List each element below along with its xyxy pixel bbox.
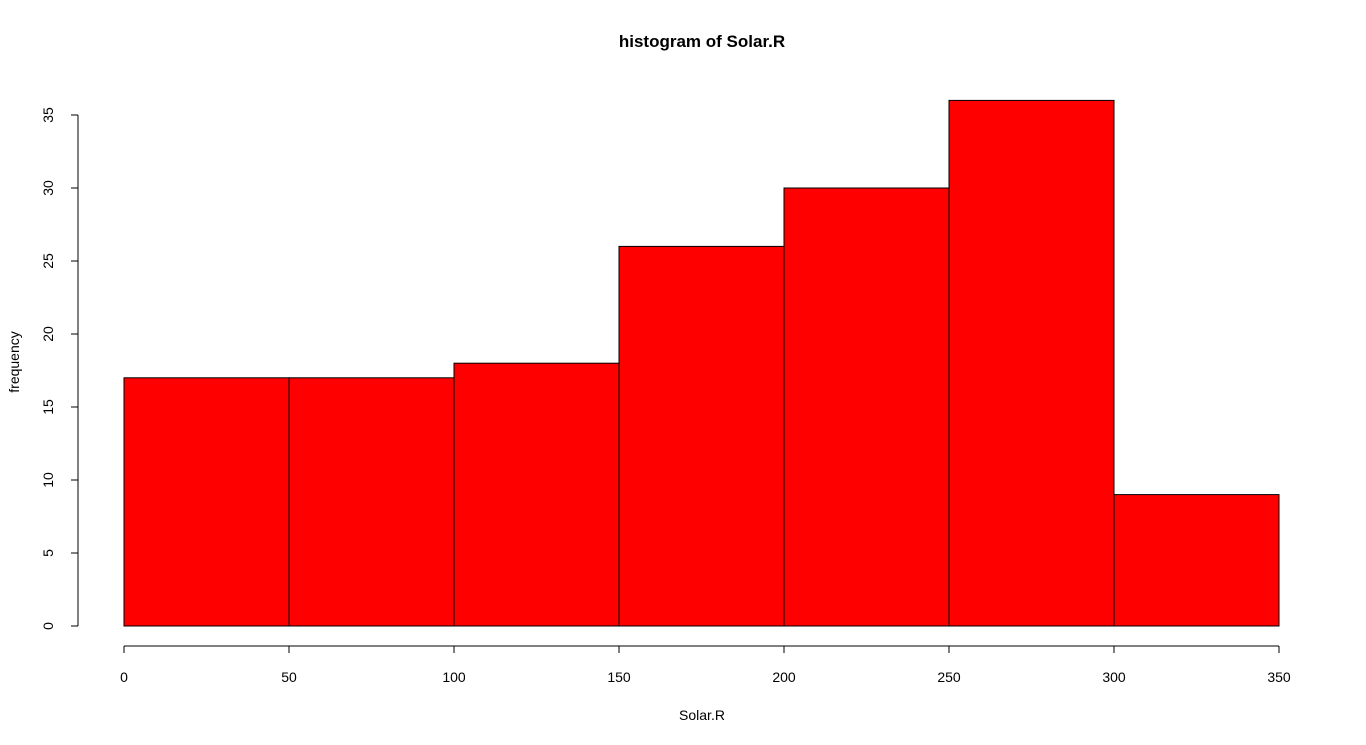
histogram-bar-6 bbox=[1113, 494, 1280, 627]
y-axis: 0 5 10 15 20 25 30 35 bbox=[40, 107, 79, 630]
x-tick-label: 300 bbox=[1102, 669, 1126, 685]
y-tick-label: 10 bbox=[40, 472, 56, 488]
x-axis-label: Solar.R bbox=[679, 707, 725, 723]
x-tick-label: 50 bbox=[281, 669, 297, 685]
chart-title: histogram of Solar.R bbox=[619, 32, 785, 51]
y-tick-label: 5 bbox=[40, 549, 56, 557]
histogram-bar-3 bbox=[618, 245, 785, 627]
bars-group bbox=[123, 99, 1280, 627]
y-tick-label: 20 bbox=[40, 326, 56, 342]
x-tick-label: 0 bbox=[120, 669, 128, 685]
x-tick-label: 350 bbox=[1267, 669, 1291, 685]
y-tick-label: 30 bbox=[40, 180, 56, 196]
histogram-bar-0 bbox=[123, 377, 290, 627]
histogram-bar-2 bbox=[453, 362, 620, 627]
y-tick-label: 25 bbox=[40, 253, 56, 269]
histogram-bar-5 bbox=[948, 99, 1115, 627]
x-tick-label: 200 bbox=[772, 669, 796, 685]
y-tick-label: 0 bbox=[40, 622, 56, 630]
x-tick-label: 150 bbox=[607, 669, 631, 685]
x-axis: 0 50 100 150 200 250 300 350 bbox=[120, 645, 1291, 685]
histogram-bar-1 bbox=[288, 377, 455, 627]
y-tick-label: 15 bbox=[40, 399, 56, 415]
y-tick-label: 35 bbox=[40, 107, 56, 123]
x-tick-label: 100 bbox=[442, 669, 466, 685]
x-tick-label: 250 bbox=[937, 669, 961, 685]
y-axis-label: frequency bbox=[6, 331, 22, 392]
histogram-bar-4 bbox=[783, 187, 950, 627]
